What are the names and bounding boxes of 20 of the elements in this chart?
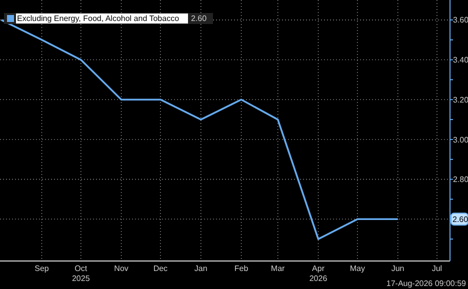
x-tick-label: Oct 2025: [72, 264, 90, 283]
y-tick-label: 2.80: [453, 175, 468, 184]
y-tick-label: 3.60: [453, 16, 468, 25]
y-tick-label: 3.40: [453, 56, 468, 65]
x-tick-label: May: [350, 264, 365, 273]
x-tick-label: Feb: [234, 264, 249, 273]
legend-label: Excluding Energy, Food, Alcohol and Tobacco: [17, 14, 180, 23]
x-tick-label: Jul: [432, 264, 442, 273]
y-tick-label: 2.60: [452, 214, 468, 224]
y-tick-label: 3.20: [453, 95, 468, 104]
y-tick-label: 3.00: [453, 135, 468, 144]
x-tick-label: Jun: [391, 264, 404, 273]
x-tick-label: Nov: [114, 264, 128, 273]
x-tick-label: Sep: [34, 264, 50, 273]
x-tick-label: Mar: [270, 264, 286, 273]
text: 17-Aug-2026 09:00:59: [386, 279, 467, 288]
x-tick-label: Dec: [153, 264, 168, 273]
x-tick-label: Jan: [194, 264, 208, 273]
annotation: 2.60: [191, 14, 208, 23]
x-tick-label: Apr 2026: [309, 264, 328, 283]
